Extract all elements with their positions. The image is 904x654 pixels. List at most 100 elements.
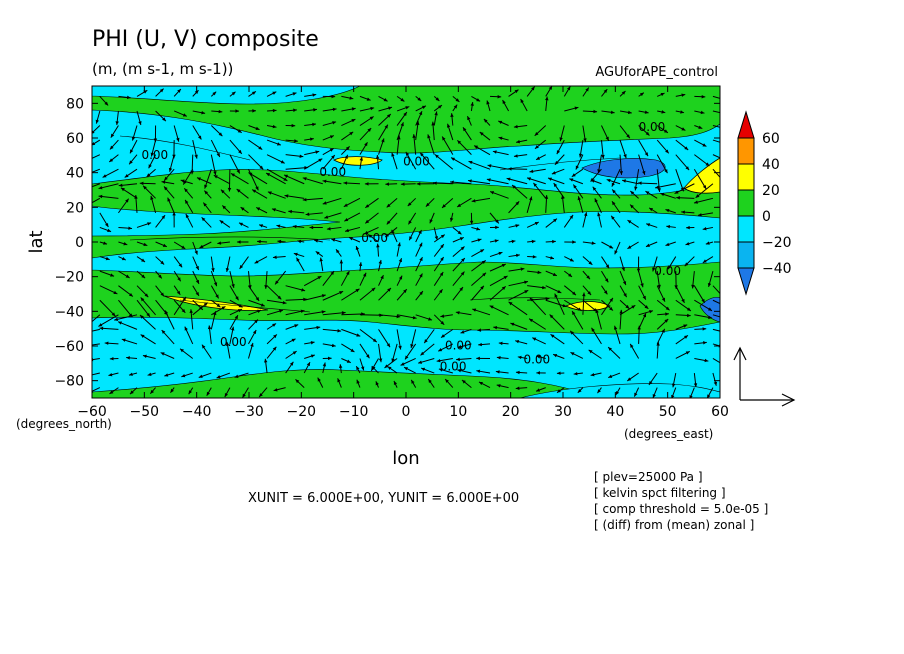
wind-vector-head (360, 366, 365, 371)
wind-vector-head (170, 388, 174, 393)
wind-vector-head (79, 188, 83, 191)
wind-vector (99, 299, 116, 317)
wind-vector-head (689, 395, 693, 398)
wind-vector (712, 95, 720, 99)
wind-vector-head (550, 334, 555, 338)
wind-vector-head (450, 113, 454, 117)
wind-vector-head (482, 272, 487, 277)
wind-vector-head (328, 356, 332, 361)
wind-vector-head (549, 314, 554, 319)
wind-vector-head (217, 241, 222, 245)
wind-vector (712, 139, 720, 143)
wind-vector (114, 314, 138, 321)
experiment-label: AGUforAPE_control (595, 65, 718, 80)
wind-vector-head (181, 245, 186, 249)
wind-vector-head (358, 262, 363, 267)
wind-vector-head (656, 341, 660, 346)
contour-label: 0.00 (361, 231, 388, 245)
wind-vector-head (433, 181, 437, 185)
wind-vector-head (118, 321, 123, 325)
wind-vector (118, 299, 133, 318)
wind-vector-head (513, 154, 518, 158)
wind-vector-head (213, 311, 217, 316)
wind-vector-head (309, 225, 314, 230)
wind-vector-head (366, 97, 371, 101)
wind-vector-head (507, 167, 512, 171)
wind-vector-head (649, 207, 654, 212)
wind-vector-head (216, 152, 220, 157)
wind-vector-head (284, 174, 289, 178)
wind-vector-head (126, 95, 131, 100)
wind-vector-head (531, 239, 536, 244)
wind-vector-head (597, 389, 601, 394)
wind-vector-head (536, 355, 541, 359)
wind-vector-head (601, 154, 605, 159)
wind-vector-head (645, 131, 650, 136)
wind-vector-head (644, 152, 649, 157)
wind-vector-head (661, 297, 665, 302)
wind-vector (322, 290, 344, 301)
wind-vector-head (501, 263, 506, 268)
wind-vector-head (510, 322, 515, 327)
wind-vector-head (316, 325, 321, 330)
wind-vector-head (109, 390, 114, 394)
wind-vector-head (456, 357, 460, 362)
wind-vector-head (590, 179, 595, 183)
x-axis: −60 −50 −40 −30 −20 −10 0 10 20 30 40 50 60 (77, 86, 729, 420)
wind-vector-head (663, 129, 668, 133)
wind-vector-head (524, 290, 529, 294)
wind-vector-head (614, 250, 618, 255)
wind-vector-head (684, 262, 689, 267)
wind-vector-head (685, 351, 690, 355)
wind-vector-head (254, 260, 259, 264)
wind-vector-head (104, 341, 109, 345)
wind-vector-head (351, 107, 356, 111)
wind-vector-head (337, 378, 341, 383)
wind-vector (450, 157, 472, 170)
wind-vector-head (231, 283, 235, 288)
wind-vector-head (681, 210, 685, 214)
wind-vector-head (701, 298, 705, 303)
wind-vector-head (436, 358, 441, 363)
wind-vector-head (513, 124, 518, 129)
wind-vector-head (242, 393, 246, 398)
wind-vector-head (197, 135, 202, 140)
wind-vector-head (419, 257, 423, 262)
wind-vector-head (410, 343, 414, 348)
wind-vector-head (438, 368, 443, 372)
wind-vector-head (729, 318, 733, 321)
wind-vector-head (92, 141, 96, 146)
wind-vector-head (391, 229, 395, 234)
wind-vector-head (321, 310, 326, 314)
wind-vector-head (147, 222, 152, 226)
wind-vector-head (99, 326, 104, 331)
wind-vector-head (498, 120, 503, 125)
wind-vector-head (417, 97, 422, 101)
contour-labels: 0.00 0.00 0.00 0.00 0.00 0.00 0.00 0.00 0.00 0.00 (141, 120, 681, 373)
wind-vector-head (345, 146, 350, 151)
wind-vector-head (542, 285, 546, 290)
wind-vector-head (554, 293, 558, 298)
wind-vector-head (236, 240, 241, 244)
wind-vector-head (657, 284, 661, 289)
wind-vector-head (701, 94, 706, 99)
wind-vector-head (339, 259, 344, 264)
wind-vector-head (238, 149, 242, 154)
wind-vector-head (329, 148, 334, 152)
wind-vector-head (150, 195, 154, 200)
wind-vector-head (400, 182, 405, 186)
wind-vector-head (661, 328, 665, 333)
wind-vector-head (317, 276, 322, 280)
wind-vector-head (324, 215, 329, 219)
wind-vector-head (636, 268, 641, 273)
wind-vector-head (380, 275, 384, 280)
wind-vector-head (150, 152, 155, 157)
y-tick-label: 20 (66, 200, 84, 216)
wind-vector-head (218, 132, 223, 137)
wind-vector (529, 297, 547, 316)
wind-vector-head (259, 165, 264, 170)
wind-vector-head (623, 154, 627, 159)
wind-vector-head (383, 98, 388, 102)
wind-vector-head (621, 267, 625, 272)
negative-region-north (92, 109, 720, 196)
